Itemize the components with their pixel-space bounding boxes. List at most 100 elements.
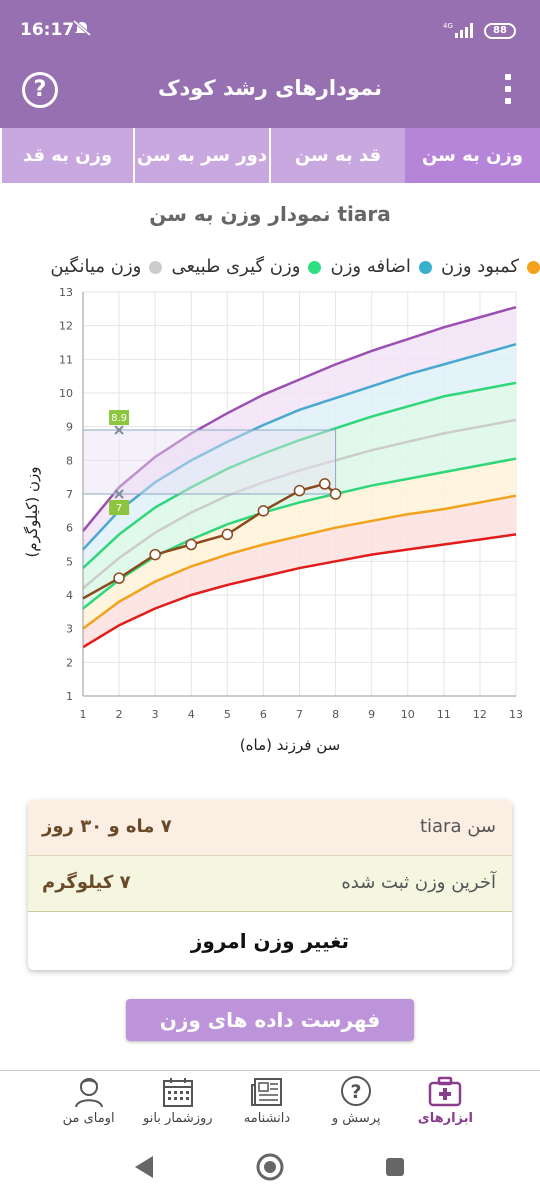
x-tick-label: 4 [188,708,195,721]
x-tick-label: 8 [332,708,339,721]
x-tick-label: 2 [116,708,123,721]
nav-calendar[interactable]: روزشمار بانو [133,1071,222,1134]
x-tick-label: 3 [152,708,159,721]
weight-row: آخرین وزن ثبت شده ۷ کیلوگرم [28,856,512,912]
percentile-curve [82,494,517,630]
chart-band [83,495,516,648]
y-tick-label: 11 [59,353,73,366]
newspaper-icon [250,1075,284,1109]
x-axis-label: سن فرزند (ماه) [239,736,341,754]
x-tick-label: 7 [296,708,303,721]
weight-point [257,505,270,517]
recents-icon[interactable] [386,1158,404,1176]
nav-label: ابزارهای [417,1111,473,1126]
page-title: نمودارهای رشد کودک [157,76,383,100]
y-tick-label: 1 [66,690,73,703]
svg-text:?: ? [351,1081,362,1103]
profile-icon [72,1075,106,1109]
annotation-badge [109,410,130,426]
y-tick-label: 4 [66,589,73,602]
tab-height-for-age[interactable]: قد به سن [269,128,405,183]
legend-item-overweight[interactable]: اضافه وزن [331,256,432,277]
weight-value: ۷ کیلوگرم [42,872,131,893]
nav-label: دانشنامه [243,1111,291,1126]
weight-point [185,538,197,551]
weight-point [149,548,161,561]
weight-point [293,484,306,497]
age-row: سن tiara ۷ ماه و ۳۰ روز [28,800,512,856]
y-tick-label: 5 [66,555,73,568]
x-tick-label: 9 [368,708,375,721]
chart-band [83,344,516,569]
more-vertical-icon[interactable] [498,74,518,110]
legend-label: وزن میانگین [50,256,142,277]
annotation-label: 7 [116,503,122,514]
y-tick-label: 10 [59,387,73,400]
chart-legend: کمبود وزن اضافه وزن وزن گیری طبیعی وزن م… [0,256,540,282]
x-tick-label: 5 [224,708,231,721]
x-tick-label: 10 [401,708,415,721]
calendar-icon [161,1075,195,1109]
x-tick-label: 11 [437,708,451,721]
mute-icon [72,19,92,40]
info-card: سن tiara ۷ ماه و ۳۰ روز آخرین وزن ثبت شد… [28,800,512,970]
age-label: سن tiara [419,816,496,837]
annotation-badge [109,500,130,515]
help-icon[interactable]: ? [22,72,58,108]
percentile-curve [82,305,517,532]
change-weight-button[interactable]: تغییر وزن امروز [190,929,350,953]
y-tick-label: 12 [59,320,73,333]
nav-profile[interactable]: اومای من [44,1071,133,1134]
y-tick-label: 8 [66,454,73,467]
legend-dot [418,260,432,274]
age-value: ۷ ماه و ۳۰ روز [42,816,172,837]
nav-label: روزشمار بانو [143,1111,213,1126]
guide-area [83,430,336,494]
y-tick-label: 2 [66,656,73,669]
weight-point [319,478,331,490]
weight-point [329,488,342,500]
nav-tools[interactable]: ابزارهای [401,1071,490,1134]
percentile-curve [82,342,517,551]
legend-item-average[interactable]: وزن میانگین [50,256,163,277]
tab-weight-for-height[interactable]: وزن به قد [0,128,133,183]
signal-icon [455,22,477,42]
chart-title: نمودار وزن به سن tiara [149,202,391,226]
legend-label: کمبود وزن [440,256,519,277]
y-tick-label: 6 [66,522,73,535]
nav-label: پرسش و [331,1111,381,1126]
tab-weight-for-age[interactable]: وزن به سن [405,128,540,183]
bottom-nav: ابزارهای ? پرسش و دانشنامه روزشمار بانو … [0,1070,540,1134]
tab-head-circumference[interactable]: دور سر به سن [133,128,269,183]
marker-x-icon [114,425,124,435]
chart-tabs: وزن به سن قد به سن دور سر به سن وزن به ق… [0,128,540,183]
x-tick-label: 1 [80,708,87,721]
back-icon[interactable] [135,1156,153,1178]
y-tick-label: 3 [66,623,73,636]
home-icon[interactable] [256,1153,284,1181]
weight-point [113,572,125,584]
question-icon: ? [339,1075,373,1109]
system-navigation [0,1134,540,1200]
nav-label: اومای من [62,1111,115,1126]
battery-icon: 88 [484,23,516,39]
legend-dot [308,260,322,274]
nav-encyclopedia[interactable]: دانشنامه [222,1071,311,1134]
annotation-label: 8.9 [111,413,127,424]
app-bar: ? نمودارهای رشد کودک [0,52,540,128]
legend-item-underweight[interactable]: کمبود وزن [441,256,540,277]
status-time: 16:17 [20,20,75,40]
x-tick-label: 6 [260,708,267,721]
x-tick-label: 12 [473,708,487,721]
weight-point [221,528,234,541]
nav-questions[interactable]: ? پرسش و [312,1071,401,1134]
chart-band [83,458,516,629]
chart-band [83,307,516,550]
weight-label: آخرین وزن ثبت شده [341,872,496,893]
legend-item-normal[interactable]: وزن گیری طبیعی [171,256,322,277]
weight-list-button[interactable]: فهرست داده های وزن TIARA [126,999,414,1074]
legend-dot [149,260,163,274]
percentile-curve [82,533,517,649]
medical-kit-icon [428,1075,462,1109]
